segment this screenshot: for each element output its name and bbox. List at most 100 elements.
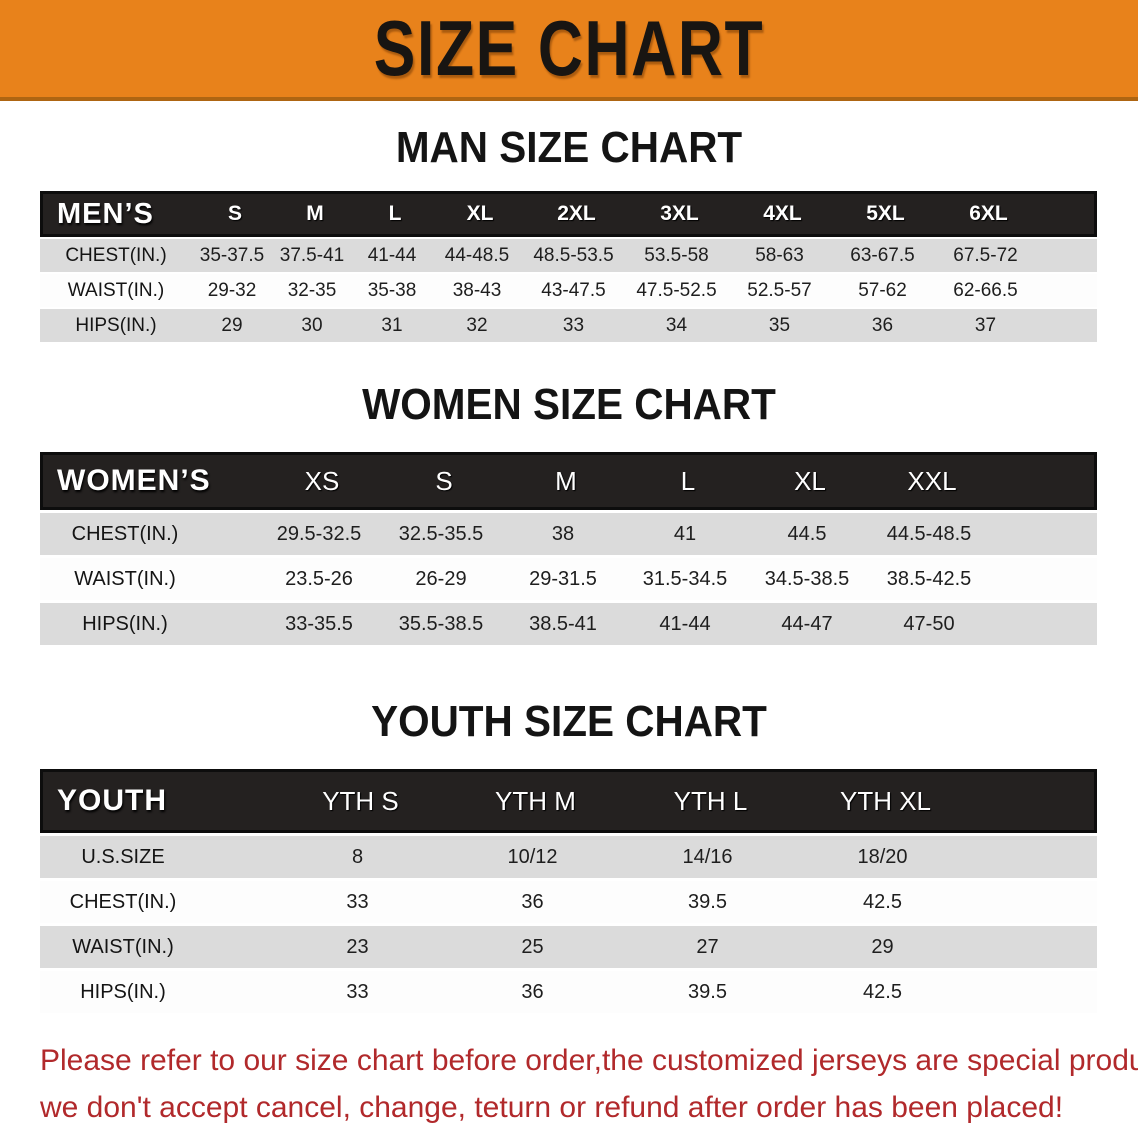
column-header: L	[388, 202, 402, 225]
row-label: WAIST(IN.)	[67, 279, 165, 301]
cell: 35-37.5	[199, 244, 265, 266]
youth-size-table: YOUTH YTH S YTH M YTH L YTH XL U.S.SIZE 8 10/12…	[40, 769, 1097, 1013]
cell: 36	[521, 890, 544, 913]
cell: 44.5	[787, 522, 827, 545]
column-header: 3XL	[660, 202, 699, 225]
cell: 39.5	[688, 980, 727, 1003]
table-row: CHEST(IN.) 29.5-32.5 32.5-35.5 38 41 44.5 44.5…	[40, 513, 1097, 555]
row-label: WAIST(IN.)	[74, 567, 176, 590]
disclaimer-line-1: Please refer to our size chart before or…	[40, 1044, 1138, 1077]
cell: 33	[562, 314, 585, 336]
column-header: YTH L	[673, 785, 748, 816]
cell: 32-35	[287, 279, 337, 301]
cell: 26-29	[415, 567, 467, 590]
cell: 47-50	[903, 612, 955, 635]
cell: 41-44	[659, 612, 711, 635]
cell: 62-66.5	[953, 279, 1018, 301]
size-chart-banner: SIZE CHART	[0, 0, 1138, 101]
cell: 57-62	[858, 279, 907, 301]
row-label: HIPS(IN.)	[80, 980, 166, 1003]
cell: 31.5-34.5	[642, 567, 728, 590]
cell: 35-38	[367, 279, 417, 301]
cell: 53.5-58	[644, 244, 709, 266]
man-size-heading: MAN SIZE CHART	[395, 123, 743, 172]
cell: 27	[696, 935, 719, 958]
row-label: WAIST(IN.)	[72, 935, 174, 958]
disclaimer-line-2: we don't accept cancel, change, teturn o…	[40, 1091, 1064, 1124]
row-label: U.S.SIZE	[81, 845, 165, 868]
table-header-row: YOUTH YTH S YTH M YTH L YTH XL	[40, 769, 1097, 833]
row-label: HIPS(IN.)	[75, 314, 157, 336]
column-header: S	[435, 465, 453, 496]
cell: 41-44	[367, 244, 417, 266]
cell: 29-31.5	[529, 567, 597, 590]
cell: 32	[466, 314, 488, 336]
cell: 31	[381, 314, 403, 336]
cell: 34	[665, 314, 688, 336]
cell: 42.5	[863, 890, 902, 913]
cell: 29-32	[207, 279, 257, 301]
cell: 25	[521, 935, 544, 958]
man-size-section: MAN SIZE CHART MEN’S S M L XL 2XL 3XL 4XL 5XL 6XL…	[0, 125, 1138, 342]
cell: 29	[221, 314, 243, 336]
column-header: M	[306, 202, 324, 225]
cell: 48.5-53.5	[533, 244, 614, 266]
row-label: CHEST(IN.)	[65, 244, 167, 266]
column-header: L	[680, 465, 696, 496]
cell: 8	[351, 845, 364, 868]
column-header: YTH XL	[839, 785, 932, 816]
table-header-row: MEN’S S M L XL 2XL 3XL 4XL 5XL 6XL	[40, 191, 1097, 237]
cell: 44-48.5	[444, 244, 510, 266]
disclaimer-note: Please refer to our size chart before or…	[0, 1037, 1138, 1131]
cell: 29	[871, 935, 894, 958]
table-title: WOMEN’S	[57, 464, 211, 497]
mens-size-table: MEN’S S M L XL 2XL 3XL 4XL 5XL 6XL CHEST(IN.) 35-37…	[40, 191, 1097, 342]
column-header: YTH S	[322, 785, 399, 816]
column-header: 6XL	[969, 202, 1008, 225]
column-header: XL	[794, 465, 826, 496]
cell: 34.5-38.5	[764, 567, 850, 590]
table-row: WAIST(IN.) 29-32 32-35 35-38 38-43 43-47.5 47.…	[40, 274, 1097, 307]
cell: 39.5	[688, 890, 727, 913]
cell: 10/12	[507, 845, 558, 868]
cell: 33-35.5	[285, 612, 353, 635]
column-header: XXL	[907, 465, 957, 496]
cell: 32.5-35.5	[398, 522, 484, 545]
cell: 44.5-48.5	[886, 522, 972, 545]
cell: 23	[346, 935, 369, 958]
table-row: HIPS(IN.) 33-35.5 35.5-38.5 38.5-41 41-44 44-…	[40, 603, 1097, 645]
table-row: CHEST(IN.) 35-37.5 37.5-41 41-44 44-48.5 48.5…	[40, 239, 1097, 272]
cell: 52.5-57	[747, 279, 812, 301]
table-row: HIPS(IN.) 29 30 31 32 33 34 35 36 37	[40, 309, 1097, 342]
column-header: 4XL	[763, 202, 802, 225]
cell: 44-47	[781, 612, 833, 635]
cell: 47.5-52.5	[636, 279, 717, 301]
table-title: MEN’S	[57, 197, 154, 230]
cell: 33	[346, 890, 369, 913]
column-header: M	[555, 465, 577, 496]
cell: 30	[301, 314, 323, 336]
youth-size-heading: YOUTH SIZE CHART	[371, 697, 767, 746]
column-header: XS	[304, 465, 340, 496]
cell: 14/16	[682, 845, 733, 868]
cell: 58-63	[755, 244, 804, 266]
cell: 38.5-42.5	[886, 567, 972, 590]
cell: 41	[673, 522, 697, 545]
womens-size-table: WOMEN’S XS S M L XL XXL CHEST(IN.) 29.5-32.5 32.5…	[40, 452, 1097, 645]
table-row: U.S.SIZE 8 10/12 14/16 18/20	[40, 836, 1097, 878]
cell: 63-67.5	[850, 244, 915, 266]
youth-size-section: YOUTH SIZE CHART YOUTH YTH S YTH M YTH L YTH…	[0, 699, 1138, 1013]
row-label: HIPS(IN.)	[82, 612, 168, 635]
cell: 38	[551, 522, 575, 545]
column-header: 2XL	[557, 202, 596, 225]
cell: 36	[521, 980, 544, 1003]
table-row: WAIST(IN.) 23 25 27 29	[40, 926, 1097, 968]
cell: 37	[974, 314, 997, 336]
cell: 35.5-38.5	[398, 612, 484, 635]
cell: 43-47.5	[541, 279, 606, 301]
cell: 33	[346, 980, 369, 1003]
cell: 35	[768, 314, 791, 336]
row-label: CHEST(IN.)	[71, 522, 179, 545]
column-header: YTH M	[495, 785, 576, 816]
row-label: CHEST(IN.)	[69, 890, 177, 913]
